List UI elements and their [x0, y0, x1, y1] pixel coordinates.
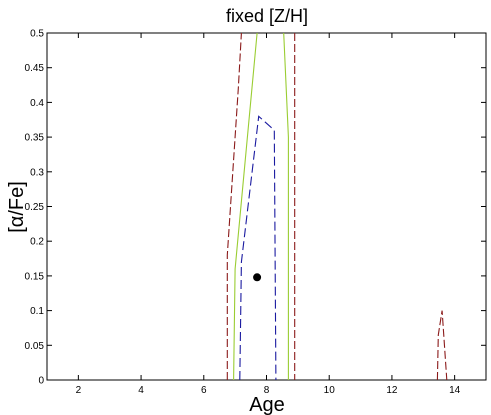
y-tick-label: 0.15	[25, 271, 45, 282]
x-tick-label: 6	[201, 385, 207, 396]
chart-title: fixed [Z/H]	[226, 6, 308, 26]
x-tick-label: 4	[138, 385, 144, 396]
y-tick-label: 0.4	[30, 98, 44, 109]
contour-lines	[226, 32, 448, 381]
x-tick-label: 10	[324, 385, 336, 396]
y-tick-label: 0.1	[30, 306, 44, 317]
y-tick-label: 0.5	[30, 29, 44, 40]
y-tick-label: 0.45	[25, 63, 45, 74]
contour-line-1	[436, 310, 448, 381]
x-tick-label: 2	[76, 385, 82, 396]
y-tick-label: 0.2	[30, 237, 44, 248]
y-tick-label: 0.3	[30, 167, 44, 178]
y-tick-label: 0.25	[25, 202, 45, 213]
y-tick-label: 0.35	[25, 133, 45, 144]
x-tick-label: 14	[449, 385, 461, 396]
y-axis-label: [α/Fe]	[6, 181, 28, 233]
contour-line-1	[226, 32, 242, 380]
best-fit-point	[253, 273, 262, 282]
y-tick-label: 0	[38, 376, 44, 387]
best-fit-points	[253, 273, 262, 282]
contour-line-3	[239, 115, 277, 381]
x-axis: 2 4 6 8 10 12 14	[76, 33, 461, 396]
contour-line-2	[283, 32, 289, 380]
plot-area	[46, 32, 487, 381]
y-tick-label: 0.05	[25, 341, 45, 352]
y-axis: 0 0.05 0.1 0.15 0.2 0.25 0.3 0.35 0.4 0.45 0.5	[25, 29, 486, 387]
contour-line-2	[233, 32, 258, 381]
x-axis-label: Age	[249, 394, 285, 415]
x-tick-label: 8	[264, 385, 270, 396]
x-tick-label: 12	[386, 385, 398, 396]
